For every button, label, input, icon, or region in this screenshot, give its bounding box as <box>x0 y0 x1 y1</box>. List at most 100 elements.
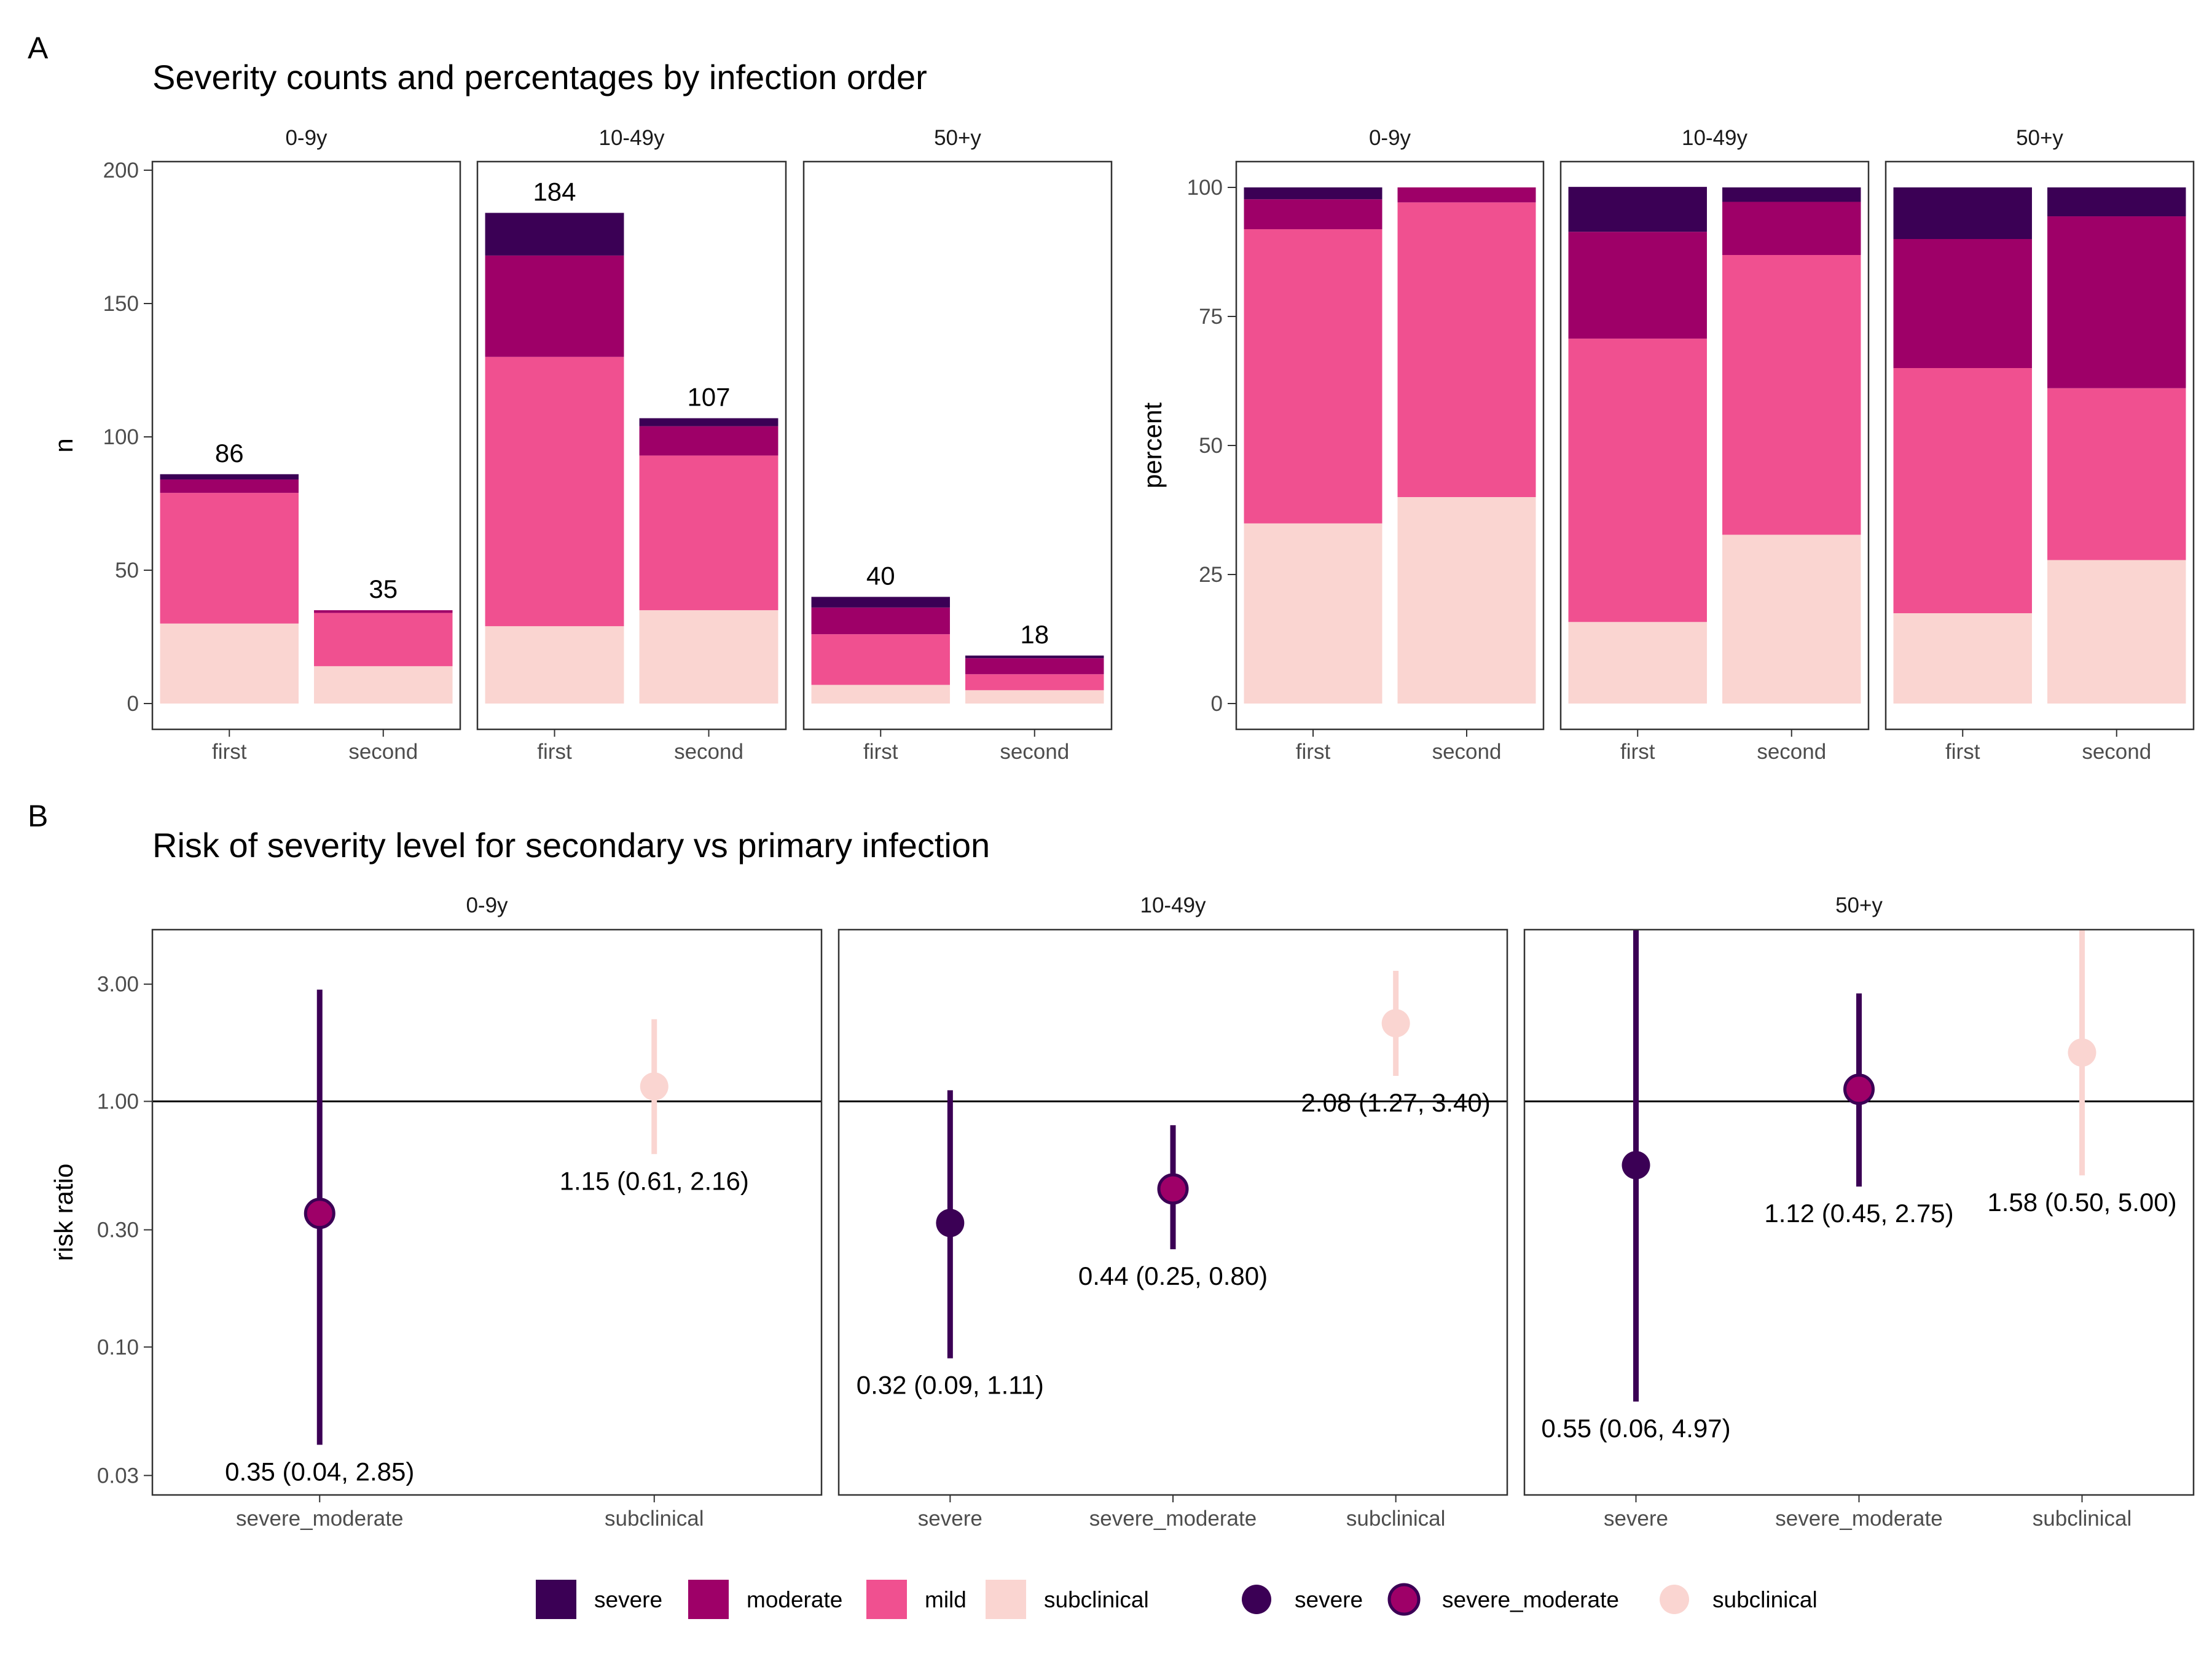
bar-segment-severe <box>1244 187 1382 200</box>
y-tick-label: 75 <box>1199 305 1223 329</box>
facet-50+y: 50+y first second <box>1885 126 2195 764</box>
bar-segment-moderate <box>485 255 624 357</box>
legend-point-subclinical <box>1660 1585 1689 1614</box>
y-tick-label: 0 <box>1211 692 1223 716</box>
legend-point-severe <box>1242 1585 1271 1614</box>
estimate-label: 0.35 (0.04, 2.85) <box>225 1457 414 1486</box>
estimate-point-severe_moderate <box>1843 1073 1875 1105</box>
x-tick-label: second <box>348 740 418 764</box>
estimate-point-severe_moderate <box>1157 1173 1189 1205</box>
legend-point-severe_moderate <box>1387 1583 1421 1616</box>
x-tick-label: subclinical <box>2033 1507 2132 1531</box>
x-tick-label: subclinical <box>1346 1507 1445 1531</box>
facet-panel-border <box>151 928 823 1496</box>
facet-strip-label: 50+y <box>1835 893 1883 917</box>
y-tick-label: 150 <box>103 292 139 316</box>
facet-strip-label: 10-49y <box>1140 893 1206 917</box>
bar-segment-subclinical <box>314 666 453 704</box>
facet-panel-border <box>802 160 1113 731</box>
facet-50+y: 50+y severe severe_moderate subclinical 0.55… <box>1523 893 2195 1531</box>
legend: severe moderate mild subclinical severe sever… <box>536 1580 1818 1619</box>
legend-point-label-subclinical: subclinical <box>1712 1587 1818 1612</box>
bar-segment-severe <box>1893 187 2032 239</box>
pointrange-chart-2: Risk of severity level for secondary vs … <box>49 826 2195 1531</box>
bar-segment-subclinical <box>2047 560 2186 704</box>
facet-panel-border <box>151 160 461 731</box>
estimate-label: 0.32 (0.09, 1.11) <box>857 1371 1044 1400</box>
bar-segment-moderate <box>160 479 299 493</box>
x-tick-label: first <box>537 740 572 764</box>
bar-segment-severe <box>485 213 624 256</box>
y-tick-label: 100 <box>1187 176 1223 200</box>
y-tick-label: 100 <box>103 425 139 449</box>
x-tick-label: first <box>1296 740 1331 764</box>
y-tick-label: 0.03 <box>97 1464 139 1488</box>
facet-strip-label: 0-9y <box>466 893 508 917</box>
estimate-point-severe_moderate <box>304 1198 335 1230</box>
facet-strip-label: 0-9y <box>1369 126 1411 150</box>
bar-segment-mild <box>1722 255 1861 535</box>
y-tick-label: 25 <box>1199 563 1223 587</box>
y-tick-label: 0.10 <box>97 1335 139 1359</box>
bar-segment-severe <box>1568 187 1707 232</box>
estimate-point-severe <box>1622 1151 1650 1180</box>
bar-segment-subclinical <box>1244 523 1382 704</box>
facet-panel-border <box>1559 160 1870 731</box>
bar-segment-mild <box>1893 368 2032 613</box>
y-tick-label: 50 <box>115 559 139 582</box>
x-tick-label: severe_moderate <box>1775 1507 1942 1531</box>
estimate-label: 0.55 (0.06, 4.97) <box>1541 1414 1730 1443</box>
facet-panel-border <box>837 928 1508 1496</box>
x-tick-label: subclinical <box>605 1507 704 1531</box>
x-tick-label: first <box>1620 740 1655 764</box>
legend-label-subclinical: subclinical <box>1044 1587 1149 1612</box>
y-tick-label: 50 <box>1199 434 1223 458</box>
bar-segment-moderate <box>1722 202 1861 256</box>
bar-segment-mild <box>2047 388 2186 560</box>
x-tick-label: first <box>1945 740 1980 764</box>
x-tick-label: second <box>2082 740 2151 764</box>
facet-0-9y: 0-9y severe_moderate subclinical 0.35 (0.04… <box>151 893 823 1531</box>
facet-strip-label: 0-9y <box>285 126 327 150</box>
facet-strip-label: 50+y <box>934 126 981 150</box>
x-tick-label: severe <box>918 1507 982 1531</box>
bar-segment-mild <box>1244 229 1382 524</box>
bar-segment-severe <box>160 474 299 480</box>
bar-segment-subclinical <box>1893 613 2032 704</box>
bar-segment-mild <box>1568 339 1707 622</box>
bar-segment-subclinical <box>639 610 779 704</box>
bar-segment-subclinical <box>485 626 624 704</box>
bar-segment-mild <box>485 356 624 627</box>
bar-segment-mild <box>1397 202 1536 497</box>
estimate-point-subclinical <box>640 1072 669 1101</box>
x-tick-label: second <box>1000 740 1069 764</box>
bar-chart-1: 0 25 50 75 100 percent 0-9y first second 10-49y fi… <box>1138 126 2195 764</box>
bar-total-label: 107 <box>687 383 730 412</box>
legend-label-severe: severe <box>594 1587 662 1612</box>
facet-panel-border <box>1235 160 1545 731</box>
panel-tag-a: A <box>28 31 49 65</box>
estimate-point-subclinical <box>2068 1038 2096 1067</box>
bar-segment-subclinical <box>1568 622 1707 704</box>
legend-swatch-mild <box>866 1580 907 1619</box>
bar-segment-subclinical <box>811 684 950 704</box>
bar-segment-moderate <box>1568 232 1707 339</box>
y-tick-label: 0.30 <box>97 1218 139 1242</box>
x-tick-label: severe_moderate <box>236 1507 403 1531</box>
bar-segment-mild <box>965 674 1104 691</box>
facet-strip-label: 10-49y <box>1682 126 1748 150</box>
x-tick-label: first <box>863 740 898 764</box>
x-tick-label: second <box>1432 740 1502 764</box>
x-tick-label: second <box>674 740 743 764</box>
bar-segment-severe <box>2047 187 2186 217</box>
bar-segment-mild <box>639 455 779 611</box>
bar-segment-subclinical <box>1722 535 1861 704</box>
legend-swatch-subclinical <box>986 1580 1026 1619</box>
bar-segment-subclinical <box>160 623 299 704</box>
bar-total-label: 184 <box>533 177 576 206</box>
bar-segment-moderate <box>314 610 453 613</box>
bar-chart-0: Severity counts and percentages by infec… <box>49 58 1113 764</box>
bar-segment-moderate <box>639 426 779 456</box>
bar-total-label: 86 <box>215 439 244 468</box>
